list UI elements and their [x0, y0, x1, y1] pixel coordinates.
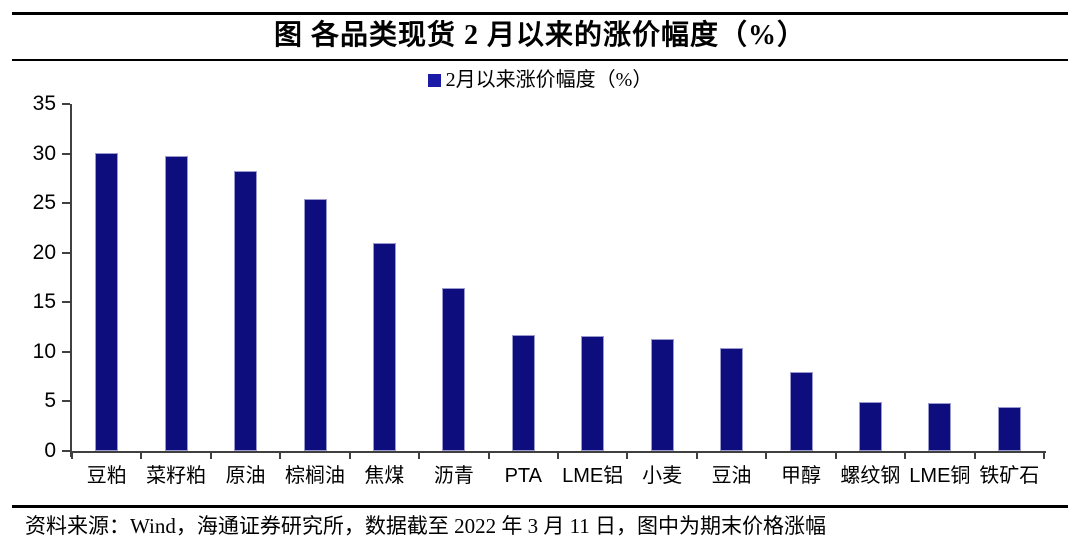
bar — [650, 339, 674, 451]
x-category-label: 铁矿石 — [979, 465, 1040, 487]
bar — [511, 335, 535, 451]
x-tick — [209, 453, 212, 459]
x-tick — [973, 453, 976, 459]
x-category-label: 豆粕 — [86, 465, 127, 487]
x-tick — [626, 453, 629, 459]
bar — [720, 348, 744, 451]
y-tick-label: 15 — [32, 290, 56, 314]
bar — [303, 199, 327, 451]
bar — [858, 402, 882, 451]
bar — [95, 153, 119, 451]
y-tick — [62, 450, 70, 452]
y-tick — [62, 152, 70, 155]
chart-legend: 2月以来涨价幅度（%） — [0, 69, 1080, 91]
y-tick — [62, 103, 70, 105]
source-note: 资料来源：Wind，海通证券研究所，数据截至 2022 年 3 月 11 日，图… — [25, 514, 827, 538]
legend-swatch-icon — [427, 73, 441, 87]
footer-divider-rule — [12, 505, 1068, 508]
bar — [372, 243, 396, 451]
x-category-label: 焦煤 — [364, 465, 405, 487]
bar — [997, 407, 1021, 451]
y-tick-label: 25 — [32, 191, 56, 215]
x-tick — [695, 453, 698, 459]
x-tick — [1043, 453, 1045, 459]
x-tick — [904, 453, 907, 459]
y-tick-label: 35 — [32, 92, 56, 115]
x-tick — [487, 453, 490, 459]
x-category-label: 豆油 — [711, 465, 752, 487]
y-tick-label: 10 — [32, 339, 56, 363]
title-divider-rule — [12, 59, 1068, 61]
y-tick — [62, 301, 70, 304]
x-category-label: 甲醇 — [781, 465, 821, 487]
bar — [789, 372, 813, 451]
x-tick — [557, 453, 559, 459]
legend-label: 2月以来涨价幅度（%） — [445, 69, 653, 91]
x-category-label: 棕榈油 — [285, 465, 345, 487]
y-tick — [62, 350, 70, 353]
bar — [164, 156, 188, 451]
x-category-label: LME铜 — [909, 465, 971, 487]
bar — [442, 288, 466, 451]
x-tick — [279, 453, 282, 459]
x-category-label: LME铝 — [562, 465, 624, 487]
bar — [234, 171, 258, 451]
x-category-label: 菜籽粕 — [146, 465, 207, 487]
y-tick-label: 30 — [32, 141, 56, 165]
x-tick — [140, 453, 143, 459]
bar — [581, 336, 605, 451]
y-tick — [62, 202, 70, 205]
x-category-label: 原油 — [225, 465, 266, 487]
top-rule — [12, 12, 1068, 15]
x-category-label: 沥青 — [433, 465, 474, 487]
x-category-label: 螺纹钢 — [840, 465, 901, 487]
y-tick-label: 5 — [44, 389, 56, 413]
y-tick-label: 0 — [44, 439, 56, 462]
y-axis-line — [70, 104, 72, 457]
x-tick — [418, 453, 421, 459]
x-tick — [765, 453, 768, 459]
x-tick — [71, 453, 73, 459]
x-tick — [348, 453, 351, 459]
x-category-label: PTA — [504, 465, 542, 487]
y-tick — [62, 400, 70, 403]
chart-title: 图 各品类现货 2 月以来的涨价幅度（%） — [273, 20, 806, 51]
x-category-label: 小麦 — [642, 465, 683, 487]
x-tick — [834, 453, 837, 459]
bar — [928, 403, 952, 451]
x-axis-line — [70, 451, 1046, 453]
y-tick — [62, 251, 70, 254]
y-tick-label: 20 — [32, 240, 56, 264]
